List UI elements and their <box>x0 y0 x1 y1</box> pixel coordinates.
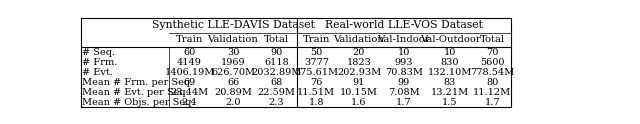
Text: 76: 76 <box>310 78 323 87</box>
Text: 10: 10 <box>397 48 410 57</box>
Text: Total: Total <box>264 35 289 44</box>
Text: 1823: 1823 <box>347 58 371 67</box>
Text: 10: 10 <box>444 48 456 57</box>
Text: 2.3: 2.3 <box>269 98 284 107</box>
Text: 70.83M: 70.83M <box>385 68 423 77</box>
Text: 11.51M: 11.51M <box>298 88 335 97</box>
Text: Val-Outdoor: Val-Outdoor <box>420 35 481 44</box>
Text: 1.7: 1.7 <box>484 98 500 107</box>
Text: Validation: Validation <box>333 35 385 44</box>
Text: 830: 830 <box>441 58 460 67</box>
Text: 575.61M: 575.61M <box>294 68 339 77</box>
Text: 13.21M: 13.21M <box>431 88 469 97</box>
Text: 80: 80 <box>486 78 499 87</box>
Text: 60: 60 <box>184 48 196 57</box>
Text: 69: 69 <box>184 78 196 87</box>
Text: 70: 70 <box>486 48 499 57</box>
Text: 1.6: 1.6 <box>351 98 367 107</box>
Text: Mean # Objs. per Seq.: Mean # Objs. per Seq. <box>82 98 195 107</box>
Text: Validation: Validation <box>207 35 259 44</box>
Text: 202.93M: 202.93M <box>337 68 381 77</box>
Text: Real-world LLE-VOS Dataset: Real-world LLE-VOS Dataset <box>324 20 483 30</box>
Text: 90: 90 <box>270 48 282 57</box>
Text: # Evt.: # Evt. <box>82 68 113 77</box>
Text: # Seq.: # Seq. <box>82 48 115 57</box>
Text: 993: 993 <box>395 58 413 67</box>
Text: 10.15M: 10.15M <box>340 88 378 97</box>
Text: Total: Total <box>480 35 505 44</box>
Text: Val-Indoor: Val-Indoor <box>378 35 430 44</box>
Text: 132.10M: 132.10M <box>428 68 472 77</box>
Text: Mean # Frm. per Seq.: Mean # Frm. per Seq. <box>82 78 193 87</box>
Text: 83: 83 <box>444 78 456 87</box>
Text: 68: 68 <box>270 78 282 87</box>
Text: 5600: 5600 <box>480 58 505 67</box>
Text: 91: 91 <box>353 78 365 87</box>
Text: 66: 66 <box>227 78 239 87</box>
Text: 30: 30 <box>227 48 239 57</box>
Text: 2032.89M: 2032.89M <box>252 68 301 77</box>
Text: 626.70M: 626.70M <box>211 68 255 77</box>
Text: 6118: 6118 <box>264 58 289 67</box>
Text: 20: 20 <box>353 48 365 57</box>
Text: 20.89M: 20.89M <box>214 88 252 97</box>
Text: 1.7: 1.7 <box>396 98 412 107</box>
Text: Mean # Evt. per Seq.: Mean # Evt. per Seq. <box>82 88 189 97</box>
Text: 2.0: 2.0 <box>225 98 241 107</box>
Text: Train: Train <box>176 35 204 44</box>
Text: 3777: 3777 <box>304 58 329 67</box>
Text: 50: 50 <box>310 48 323 57</box>
Text: 1.8: 1.8 <box>308 98 324 107</box>
Text: 99: 99 <box>398 78 410 87</box>
Text: 1.5: 1.5 <box>442 98 458 107</box>
Text: 11.12M: 11.12M <box>474 88 511 97</box>
Text: 4149: 4149 <box>177 58 202 67</box>
Text: 778.54M: 778.54M <box>470 68 515 77</box>
Text: Synthetic LLE-DAVIS Dataset: Synthetic LLE-DAVIS Dataset <box>152 20 314 30</box>
Text: 1406.19M: 1406.19M <box>164 68 215 77</box>
Text: 7.08M: 7.08M <box>388 88 420 97</box>
Text: Train: Train <box>303 35 330 44</box>
Text: 23.44M: 23.44M <box>170 88 209 97</box>
Text: 2.4: 2.4 <box>182 98 197 107</box>
Text: 22.59M: 22.59M <box>257 88 296 97</box>
Text: # Frm.: # Frm. <box>82 58 117 67</box>
Text: 1969: 1969 <box>221 58 245 67</box>
